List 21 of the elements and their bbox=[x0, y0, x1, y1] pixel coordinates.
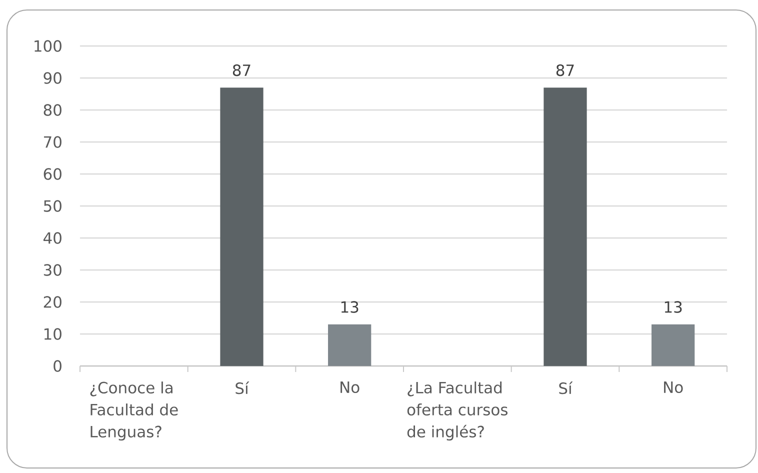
y-tick-label: 90 bbox=[44, 72, 62, 84]
y-tick-label: 50 bbox=[44, 200, 62, 212]
x-tick-label: No bbox=[340, 382, 360, 394]
x-tick-label: No bbox=[664, 382, 683, 394]
data-label: 87 bbox=[232, 64, 250, 76]
y-tick-label: 60 bbox=[44, 168, 62, 180]
y-tick-label: 30 bbox=[44, 264, 62, 276]
y-tick-label: 0 bbox=[54, 360, 62, 372]
x-tick-label: Sí bbox=[559, 382, 573, 394]
x-tick-label: ¿La Facultad oferta cursos de inglés? bbox=[407, 382, 508, 441]
x-tick-label: Sí bbox=[236, 382, 250, 394]
y-tick-label: 40 bbox=[44, 232, 62, 244]
data-label: 87 bbox=[556, 64, 574, 76]
y-tick-label: 80 bbox=[44, 104, 62, 116]
y-tick-label: 100 bbox=[34, 40, 62, 52]
y-tick-label: 10 bbox=[44, 328, 62, 340]
data-label: 13 bbox=[664, 301, 682, 313]
y-tick-label: 70 bbox=[44, 136, 62, 148]
y-tick-label: 20 bbox=[44, 296, 62, 308]
data-label: 13 bbox=[341, 301, 358, 313]
x-tick-label: ¿Conoce la Facultad de Lenguas? bbox=[90, 382, 178, 441]
